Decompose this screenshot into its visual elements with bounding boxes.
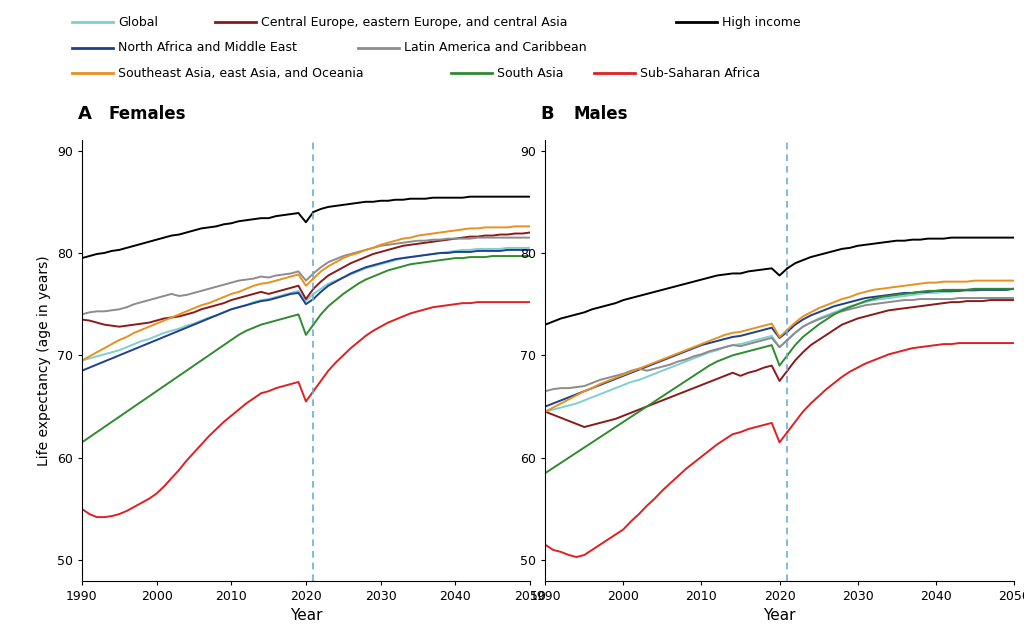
X-axis label: Year: Year [763,608,796,623]
Text: North Africa and Middle East: North Africa and Middle East [118,41,297,54]
X-axis label: Year: Year [290,608,323,623]
Text: A: A [78,105,91,122]
Text: Females: Females [109,105,186,122]
Text: Sub-Saharan Africa: Sub-Saharan Africa [640,67,760,80]
Text: Global: Global [118,16,158,29]
Text: South Asia: South Asia [497,67,563,80]
Text: Central Europe, eastern Europe, and central Asia: Central Europe, eastern Europe, and cent… [261,16,567,29]
Text: Males: Males [573,105,628,122]
Text: B: B [541,105,554,122]
Text: Latin America and Caribbean: Latin America and Caribbean [404,41,587,54]
Text: High income: High income [722,16,801,29]
Y-axis label: Life expectancy (age in years): Life expectancy (age in years) [37,255,51,466]
Text: Southeast Asia, east Asia, and Oceania: Southeast Asia, east Asia, and Oceania [118,67,364,80]
